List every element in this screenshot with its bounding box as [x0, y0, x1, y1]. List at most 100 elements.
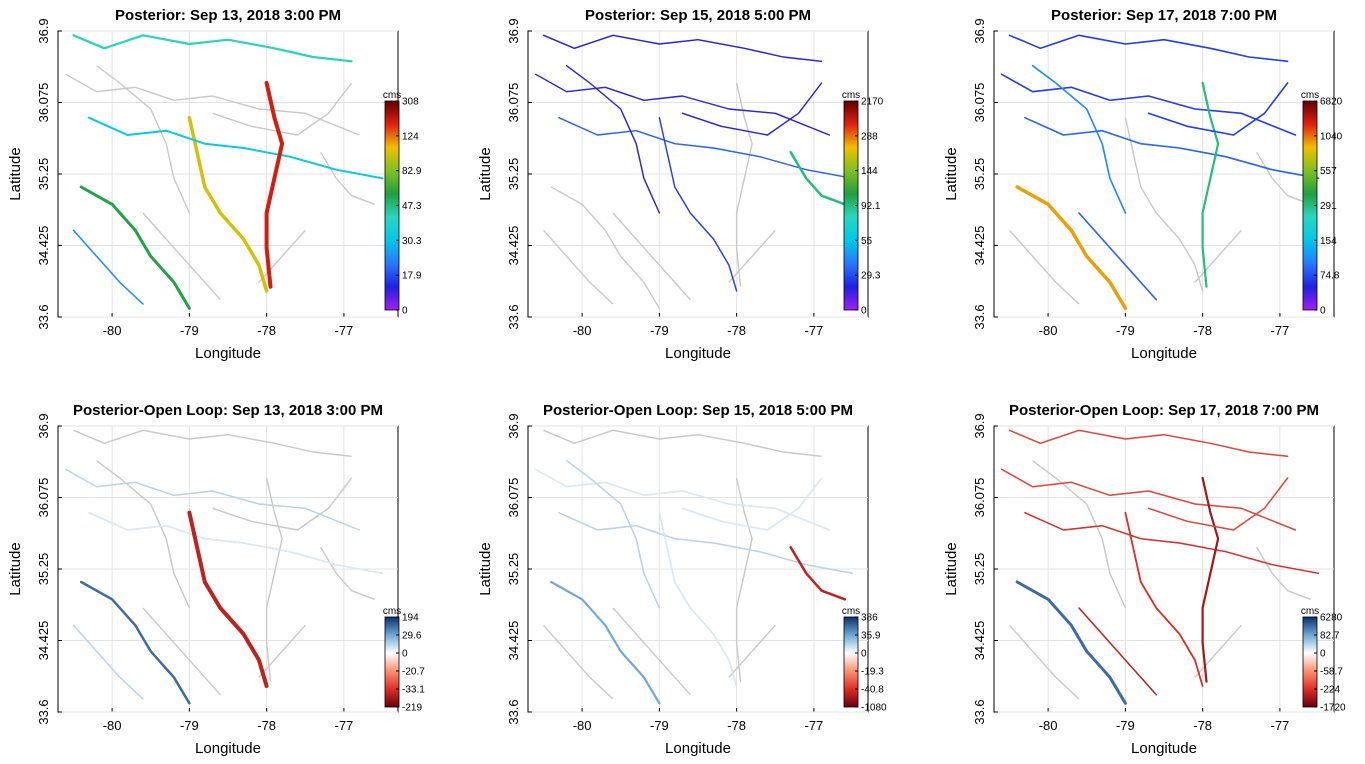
x-tick-label: -79 — [180, 718, 199, 733]
river-segment — [542, 229, 614, 305]
colorbar-tick-label: 291 — [1320, 201, 1337, 212]
river-network — [535, 34, 854, 309]
map-panel: -80 -79 -78 -77 33.6 34.425 35.25 36.075 36.9 Pos… — [7, 402, 425, 757]
x-tick-label: -79 — [1116, 323, 1135, 338]
colorbar-ramp — [843, 616, 859, 708]
flow-segment — [72, 34, 353, 63]
y-tick-label: 36.9 — [36, 18, 51, 43]
map-panel: -80 -79 -78 -77 33.6 34.425 35.25 36.075 36.9 Pos… — [477, 402, 887, 757]
x-tick-label: -80 — [103, 718, 122, 733]
colorbar-tick-label: 144 — [861, 166, 878, 177]
river-segment — [1008, 229, 1080, 305]
colorbar-tick-label: 0 — [402, 649, 408, 660]
flow-segment — [681, 82, 823, 136]
flow-segment — [87, 116, 384, 180]
x-tick-label: -77 — [805, 323, 824, 338]
colorbar-tick-label: -20.7 — [402, 667, 425, 678]
river-segment — [96, 460, 191, 609]
y-tick-label: 35.25 — [36, 553, 51, 586]
y-tick-label: 36.075 — [36, 478, 51, 518]
flow-segment — [550, 580, 661, 705]
river-segment — [728, 624, 776, 678]
x-axis-label: Longitude — [195, 345, 261, 362]
river-network — [65, 429, 384, 705]
flow-segment — [1147, 82, 1289, 136]
x-tick-label: -77 — [335, 718, 354, 733]
flow-segment — [789, 546, 847, 601]
flow-segment — [1078, 212, 1158, 301]
colorbar-ramp — [384, 616, 400, 708]
river-segment — [1194, 229, 1242, 283]
flow-segment — [681, 477, 823, 531]
colorbar-tick-label: 194 — [402, 613, 419, 624]
panel-title: Posterior: Sep 15, 2018 5:00 PM — [585, 7, 811, 24]
x-axis-label: Longitude — [665, 345, 731, 362]
flow-segment — [1008, 429, 1289, 458]
colorbar-unit: cms — [383, 606, 401, 617]
colorbar-tick-label: 74.8 — [1320, 271, 1340, 282]
colorbar-tick-label: 0 — [861, 649, 867, 660]
map-panel: -80 -79 -78 -77 33.6 34.425 35.25 36.075 36.9 Pos… — [943, 7, 1343, 362]
colorbar-tick-label: -1720 — [1320, 703, 1346, 714]
y-tick-label: 36.075 — [972, 478, 987, 518]
flow-segment — [658, 117, 738, 292]
map-panel: -80 -79 -78 -77 33.6 34.425 35.25 36.075 36.9 Pos… — [943, 402, 1346, 757]
colorbar-unit: cms — [1301, 90, 1319, 101]
flow-segment — [1000, 73, 1297, 136]
colorbar-tick-label: 35.9 — [861, 631, 881, 642]
x-tick-label: -77 — [805, 718, 824, 733]
flow-segment — [1024, 116, 1320, 180]
flow-segment — [187, 510, 269, 688]
y-tick-label: 36.075 — [506, 478, 521, 518]
colorbar-tick-label: 6820 — [1320, 97, 1343, 108]
x-tick-label: -80 — [573, 323, 592, 338]
flow-segment — [1201, 476, 1220, 683]
colorbar-tick-label: 124 — [402, 131, 419, 142]
river-segment — [542, 624, 614, 700]
flow-segment — [1000, 468, 1297, 531]
flow-segment — [535, 468, 831, 531]
river-segment — [65, 73, 360, 136]
colorbar-tick-label: 92.1 — [861, 201, 881, 212]
colorbar-tick-label: 55 — [861, 236, 873, 247]
flow-segment — [1078, 607, 1158, 696]
x-axis-label: Longitude — [1131, 740, 1197, 757]
flow-segment — [1015, 185, 1128, 311]
x-tick-label: -80 — [103, 323, 122, 338]
colorbar-tick-label: 557 — [1320, 166, 1337, 177]
y-tick-label: 34.425 — [36, 226, 51, 266]
colorbar-unit: cms — [383, 90, 401, 101]
river-segment — [258, 229, 306, 283]
river-segment — [96, 65, 191, 214]
colorbar-tick-label: 17.9 — [402, 271, 422, 282]
colorbar-tick-label: 82.7 — [1320, 631, 1340, 642]
river-segment — [543, 429, 822, 457]
y-tick-label: 35.25 — [36, 158, 51, 191]
river-segment — [1194, 624, 1242, 678]
river-segment — [735, 477, 753, 682]
river-segment — [142, 607, 221, 696]
colorbar-tick-label: 308 — [402, 97, 419, 108]
x-tick-label: -78 — [1193, 718, 1212, 733]
y-tick-label: 33.6 — [972, 304, 987, 329]
flow-segment — [535, 73, 831, 136]
river-network — [1000, 34, 1320, 311]
river-segment — [1008, 624, 1080, 700]
flow-segment — [264, 81, 285, 289]
y-tick-label: 36.9 — [506, 18, 521, 43]
x-tick-label: -77 — [335, 323, 354, 338]
flow-segment — [542, 34, 823, 62]
flow-segment — [65, 468, 360, 531]
y-tick-label: 35.25 — [972, 553, 987, 586]
x-tick-label: -79 — [180, 323, 199, 338]
y-tick-label: 36.075 — [972, 83, 987, 123]
river-segment — [142, 212, 221, 301]
colorbar-tick-label: 0 — [402, 306, 408, 317]
flow-segment — [187, 115, 269, 293]
y-tick-label: 33.6 — [972, 699, 987, 724]
colorbar-tick-label: -224 — [1320, 685, 1340, 696]
